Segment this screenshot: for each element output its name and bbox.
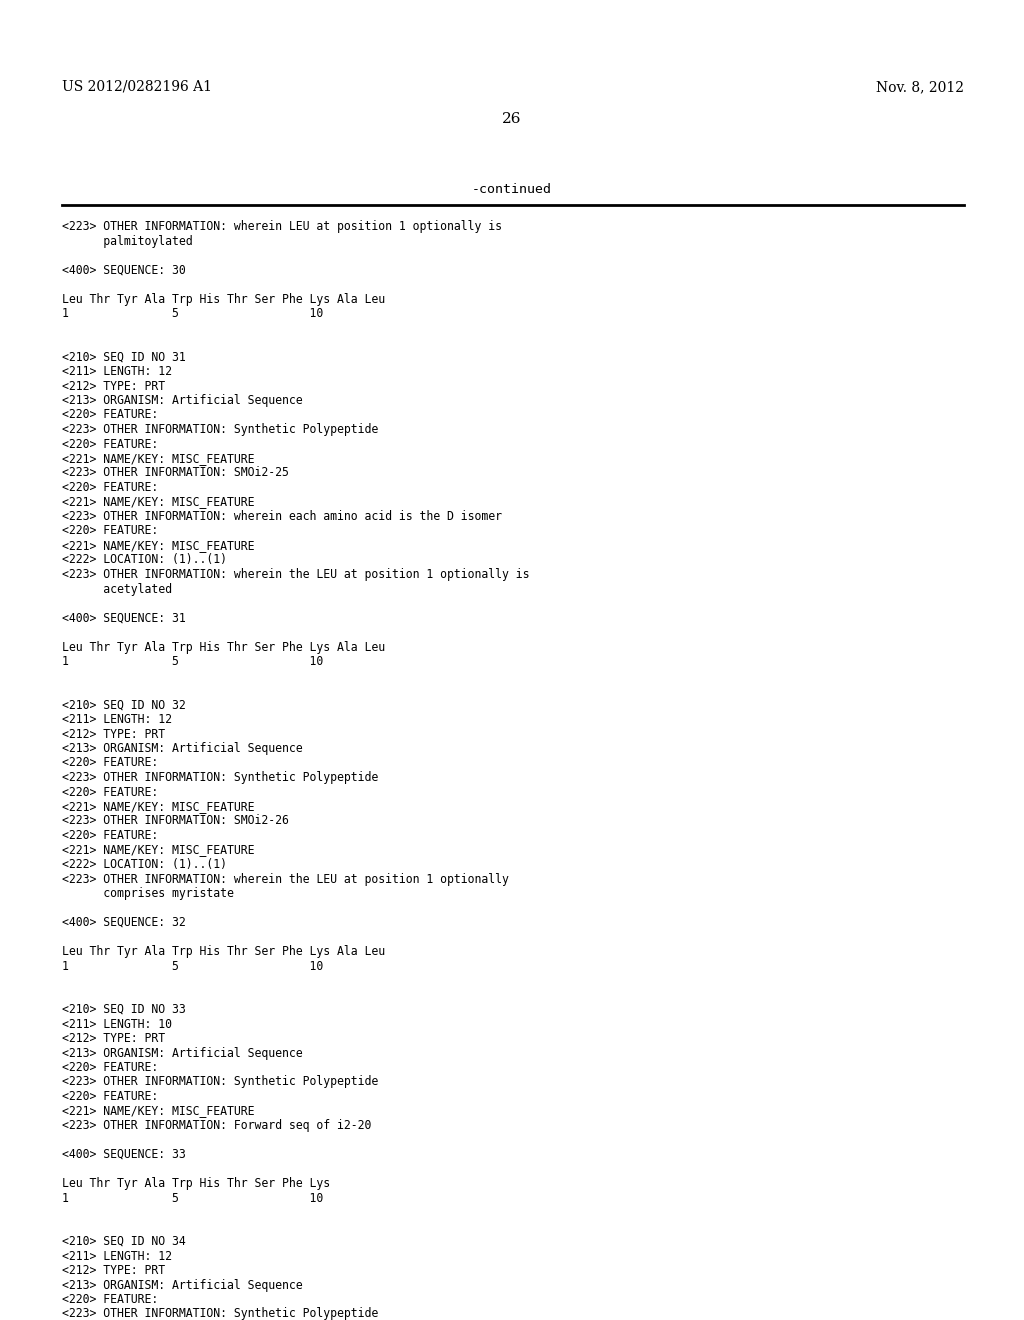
Text: <223> OTHER INFORMATION: Synthetic Polypeptide: <223> OTHER INFORMATION: Synthetic Polyp…: [62, 771, 378, 784]
Text: -continued: -continued: [472, 183, 552, 195]
Text: <223> OTHER INFORMATION: Synthetic Polypeptide: <223> OTHER INFORMATION: Synthetic Polyp…: [62, 1076, 378, 1089]
Text: <223> OTHER INFORMATION: SMOi2-26: <223> OTHER INFORMATION: SMOi2-26: [62, 814, 289, 828]
Text: US 2012/0282196 A1: US 2012/0282196 A1: [62, 81, 212, 94]
Text: <210> SEQ ID NO 33: <210> SEQ ID NO 33: [62, 1003, 185, 1016]
Text: <220> FEATURE:: <220> FEATURE:: [62, 1090, 159, 1104]
Text: palmitoylated: palmitoylated: [62, 235, 193, 248]
Text: Nov. 8, 2012: Nov. 8, 2012: [876, 81, 964, 94]
Text: <223> OTHER INFORMATION: Forward seq of i2-20: <223> OTHER INFORMATION: Forward seq of …: [62, 1119, 372, 1133]
Text: <211> LENGTH: 10: <211> LENGTH: 10: [62, 1018, 172, 1031]
Text: <222> LOCATION: (1)..(1): <222> LOCATION: (1)..(1): [62, 858, 227, 871]
Text: <220> FEATURE:: <220> FEATURE:: [62, 1294, 159, 1305]
Text: <220> FEATURE:: <220> FEATURE:: [62, 785, 159, 799]
Text: acetylated: acetylated: [62, 582, 172, 595]
Text: <400> SEQUENCE: 33: <400> SEQUENCE: 33: [62, 1148, 185, 1162]
Text: <212> TYPE: PRT: <212> TYPE: PRT: [62, 380, 165, 392]
Text: Leu Thr Tyr Ala Trp His Thr Ser Phe Lys: Leu Thr Tyr Ala Trp His Thr Ser Phe Lys: [62, 1177, 330, 1191]
Text: comprises myristate: comprises myristate: [62, 887, 233, 900]
Text: <400> SEQUENCE: 32: <400> SEQUENCE: 32: [62, 916, 185, 929]
Text: Leu Thr Tyr Ala Trp His Thr Ser Phe Lys Ala Leu: Leu Thr Tyr Ala Trp His Thr Ser Phe Lys …: [62, 945, 385, 958]
Text: <211> LENGTH: 12: <211> LENGTH: 12: [62, 366, 172, 378]
Text: <223> OTHER INFORMATION: SMOi2-25: <223> OTHER INFORMATION: SMOi2-25: [62, 466, 289, 479]
Text: <212> TYPE: PRT: <212> TYPE: PRT: [62, 1032, 165, 1045]
Text: <223> OTHER INFORMATION: Synthetic Polypeptide: <223> OTHER INFORMATION: Synthetic Polyp…: [62, 422, 378, 436]
Text: <220> FEATURE:: <220> FEATURE:: [62, 408, 159, 421]
Text: <221> NAME/KEY: MISC_FEATURE: <221> NAME/KEY: MISC_FEATURE: [62, 800, 255, 813]
Text: <213> ORGANISM: Artificial Sequence: <213> ORGANISM: Artificial Sequence: [62, 1047, 303, 1060]
Text: <212> TYPE: PRT: <212> TYPE: PRT: [62, 1265, 165, 1276]
Text: <221> NAME/KEY: MISC_FEATURE: <221> NAME/KEY: MISC_FEATURE: [62, 539, 255, 552]
Text: 1               5                   10: 1 5 10: [62, 308, 324, 319]
Text: 1               5                   10: 1 5 10: [62, 1192, 324, 1204]
Text: <211> LENGTH: 12: <211> LENGTH: 12: [62, 1250, 172, 1262]
Text: <400> SEQUENCE: 30: <400> SEQUENCE: 30: [62, 264, 185, 276]
Text: 26: 26: [502, 112, 522, 125]
Text: Leu Thr Tyr Ala Trp His Thr Ser Phe Lys Ala Leu: Leu Thr Tyr Ala Trp His Thr Ser Phe Lys …: [62, 640, 385, 653]
Text: <223> OTHER INFORMATION: Synthetic Polypeptide: <223> OTHER INFORMATION: Synthetic Polyp…: [62, 1308, 378, 1320]
Text: <220> FEATURE:: <220> FEATURE:: [62, 1061, 159, 1074]
Text: <220> FEATURE:: <220> FEATURE:: [62, 437, 159, 450]
Text: 1               5                   10: 1 5 10: [62, 960, 324, 973]
Text: <212> TYPE: PRT: <212> TYPE: PRT: [62, 727, 165, 741]
Text: <210> SEQ ID NO 34: <210> SEQ ID NO 34: [62, 1236, 185, 1247]
Text: <220> FEATURE:: <220> FEATURE:: [62, 829, 159, 842]
Text: <220> FEATURE:: <220> FEATURE:: [62, 756, 159, 770]
Text: <220> FEATURE:: <220> FEATURE:: [62, 524, 159, 537]
Text: <223> OTHER INFORMATION: wherein the LEU at position 1 optionally is: <223> OTHER INFORMATION: wherein the LEU…: [62, 568, 529, 581]
Text: <213> ORGANISM: Artificial Sequence: <213> ORGANISM: Artificial Sequence: [62, 1279, 303, 1291]
Text: <213> ORGANISM: Artificial Sequence: <213> ORGANISM: Artificial Sequence: [62, 393, 303, 407]
Text: <220> FEATURE:: <220> FEATURE:: [62, 480, 159, 494]
Text: 1               5                   10: 1 5 10: [62, 655, 324, 668]
Text: <221> NAME/KEY: MISC_FEATURE: <221> NAME/KEY: MISC_FEATURE: [62, 495, 255, 508]
Text: <211> LENGTH: 12: <211> LENGTH: 12: [62, 713, 172, 726]
Text: <221> NAME/KEY: MISC_FEATURE: <221> NAME/KEY: MISC_FEATURE: [62, 843, 255, 857]
Text: <210> SEQ ID NO 31: <210> SEQ ID NO 31: [62, 351, 185, 363]
Text: <221> NAME/KEY: MISC_FEATURE: <221> NAME/KEY: MISC_FEATURE: [62, 451, 255, 465]
Text: Leu Thr Tyr Ala Trp His Thr Ser Phe Lys Ala Leu: Leu Thr Tyr Ala Trp His Thr Ser Phe Lys …: [62, 293, 385, 305]
Text: <222> LOCATION: (1)..(1): <222> LOCATION: (1)..(1): [62, 553, 227, 566]
Text: <223> OTHER INFORMATION: wherein LEU at position 1 optionally is: <223> OTHER INFORMATION: wherein LEU at …: [62, 220, 502, 234]
Text: <221> NAME/KEY: MISC_FEATURE: <221> NAME/KEY: MISC_FEATURE: [62, 1105, 255, 1118]
Text: <223> OTHER INFORMATION: wherein each amino acid is the D isomer: <223> OTHER INFORMATION: wherein each am…: [62, 510, 502, 523]
Text: <400> SEQUENCE: 31: <400> SEQUENCE: 31: [62, 611, 185, 624]
Text: <213> ORGANISM: Artificial Sequence: <213> ORGANISM: Artificial Sequence: [62, 742, 303, 755]
Text: <223> OTHER INFORMATION: wherein the LEU at position 1 optionally: <223> OTHER INFORMATION: wherein the LEU…: [62, 873, 509, 886]
Text: <210> SEQ ID NO 32: <210> SEQ ID NO 32: [62, 698, 185, 711]
